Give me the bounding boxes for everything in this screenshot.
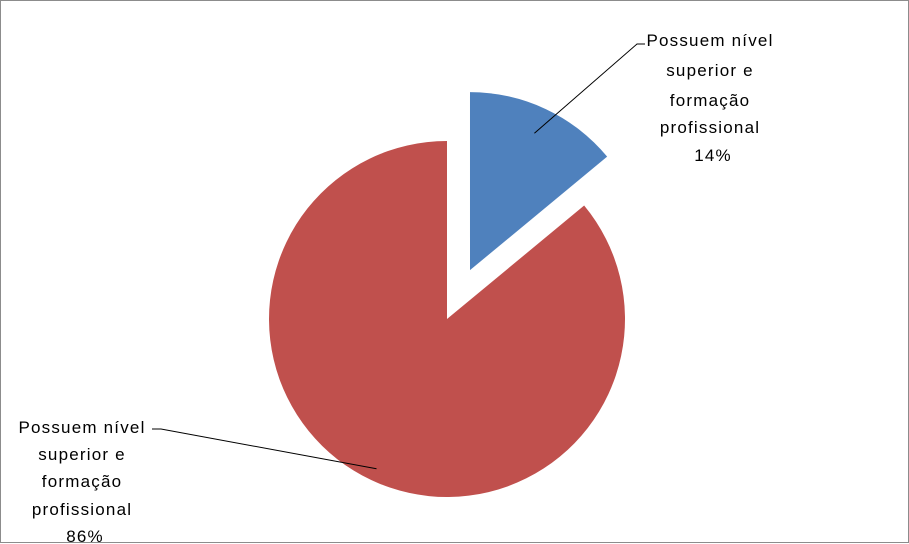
slice-label-2-line-1: Possuem nível [18, 418, 145, 437]
leader-lines [152, 43, 645, 470]
slice-label-1-line-2: superior e [666, 61, 754, 80]
pie-slice-2 [269, 141, 625, 497]
pie-slice-1 [469, 92, 608, 271]
leader-line-1 [534, 43, 645, 134]
slice-label-2: Possuem nível superior e formação profis… [18, 418, 151, 544]
leader-line-2 [152, 428, 377, 470]
slice-label-2-line-3: formação [42, 472, 122, 491]
slice-label-1-line-1: Possuem nível [646, 31, 773, 50]
slice-label-1-line-4: profissional [660, 118, 760, 137]
slice-label-2-percent: 86% [66, 527, 104, 544]
slice-label-1: Possuem nível superior e formação profis… [646, 31, 779, 165]
slice-label-2-line-4: profissional [32, 500, 132, 519]
slice-label-2-line-2: superior e [38, 445, 126, 464]
pie-slices [269, 92, 625, 497]
slice-label-1-line-3: formação [670, 91, 750, 110]
slice-label-1-percent: 14% [694, 146, 732, 165]
